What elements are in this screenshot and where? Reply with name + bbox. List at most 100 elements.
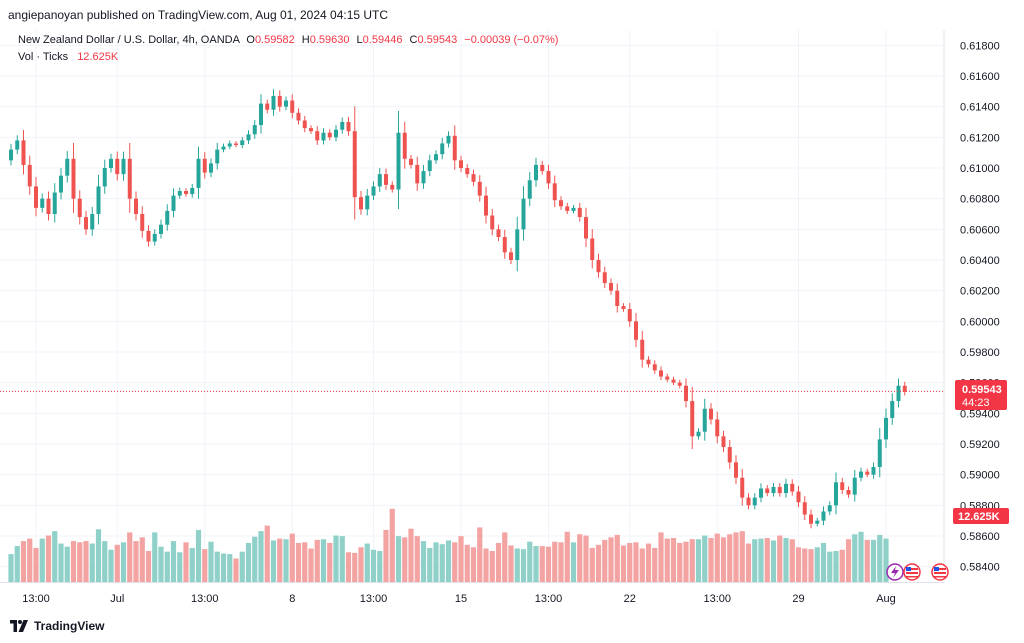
- candle-body: [759, 488, 763, 498]
- legend-volume-label: Vol · Ticks: [18, 51, 69, 63]
- candle-body: [146, 230, 151, 242]
- time-axis[interactable]: 13:00 Jul 13:00 8 13:00 15 13:00 22 13:00 29 Aug: [22, 593, 896, 605]
- volume-bar: [520, 549, 527, 582]
- volume-bar: [64, 546, 70, 582]
- us-flag-icon[interactable]: [903, 563, 921, 581]
- volume-bar: [158, 546, 164, 582]
- volume-bar: [789, 539, 795, 582]
- price-axis[interactable]: 0.61800 0.61600 0.61400 0.61200 0.61000 0.608…: [960, 40, 1000, 573]
- price-tick-label: 0.61400: [960, 102, 1000, 114]
- volume-bar: [14, 546, 20, 582]
- volume-bar: [514, 548, 520, 582]
- volume-bar: [833, 551, 839, 582]
- volume-bar: [339, 536, 345, 582]
- time-tick-label: 8: [289, 593, 295, 605]
- volume-bar: [714, 533, 720, 582]
- price-tag: 0.59543 44:23: [955, 380, 1007, 410]
- candle-body: [309, 128, 313, 132]
- price-tick-label: 0.59800: [960, 347, 1000, 359]
- volume-bar: [845, 539, 852, 582]
- volume-bar: [689, 539, 695, 582]
- candle-body: [221, 146, 226, 150]
- candle-body: [440, 143, 445, 155]
- candle-body: [102, 168, 107, 187]
- candle-body: [296, 112, 301, 121]
- candle-body: [559, 200, 563, 207]
- candle-body: [340, 122, 345, 130]
- volume-bar: [664, 538, 670, 582]
- candle-body: [771, 486, 776, 494]
- volume-bar: [627, 542, 633, 582]
- candle-body: [827, 505, 832, 512]
- volume-bar: [345, 552, 352, 582]
- volume-bar: [733, 532, 739, 582]
- lightning-event-icon[interactable]: [886, 563, 904, 581]
- volume-bar: [370, 549, 377, 582]
- candle-body: [377, 174, 382, 187]
- volume-bar: [570, 542, 577, 582]
- volume-bar: [333, 535, 339, 582]
- candle-body: [846, 490, 851, 495]
- candle-body: [140, 214, 145, 231]
- candle-body: [409, 158, 413, 165]
- volume-bar: [770, 540, 777, 582]
- volume-bar: [552, 541, 558, 582]
- volume-bar: [739, 531, 745, 582]
- candle-body: [502, 237, 507, 253]
- candle-body: [509, 252, 513, 260]
- price-tick-label: 0.58400: [960, 562, 1000, 574]
- candle-body: [865, 471, 870, 475]
- volume-bar: [852, 534, 858, 582]
- candle-body: [496, 229, 501, 237]
- volume-bar: [452, 542, 458, 582]
- volume-bar: [558, 542, 564, 582]
- candle-body: [371, 186, 376, 196]
- candle-body: [177, 191, 182, 196]
- candle-body: [46, 198, 51, 214]
- volume-bar: [495, 542, 502, 582]
- candle-body: [234, 143, 238, 145]
- price-tick-label: 0.59400: [960, 408, 1000, 420]
- candle-body: [702, 408, 707, 432]
- price-tick-label: 0.61800: [960, 40, 1000, 52]
- legend-low-value: 0.59446: [363, 34, 403, 46]
- candle-body: [446, 135, 451, 144]
- candle-body: [477, 181, 482, 196]
- price-tick-label: 0.58600: [960, 531, 1000, 543]
- volume-bar: [614, 534, 620, 582]
- candle-body: [815, 520, 820, 524]
- candle-body: [327, 132, 332, 138]
- footer-brand[interactable]: TradingView: [10, 619, 104, 633]
- volume-bar: [164, 551, 170, 582]
- volume-bar: [20, 541, 27, 582]
- volume-bar: [308, 548, 314, 582]
- volume-bar: [45, 535, 52, 582]
- volume-bar: [533, 546, 539, 582]
- volume-bar: [377, 551, 383, 582]
- volume-tag-value: 12.625K: [958, 511, 1000, 523]
- volume-bar: [489, 551, 495, 582]
- volume-bar: [133, 541, 139, 582]
- candle-body: [152, 233, 157, 242]
- candle-body: [615, 290, 620, 306]
- volume-bar: [283, 539, 289, 582]
- price-tick-label: 0.61600: [960, 71, 1000, 83]
- volume-bar: [820, 542, 827, 582]
- candle-body: [315, 131, 320, 141]
- us-flag-icon[interactable]: [931, 563, 949, 581]
- volume-bar: [58, 543, 64, 582]
- volume-bar: [189, 547, 195, 582]
- volume-bar: [458, 536, 464, 582]
- candle-body: [271, 95, 276, 110]
- candle-body: [465, 168, 470, 175]
- svg-text:New Zealand Dollar / U.S. Doll: New Zealand Dollar / U.S. Dollar, 4h, OA…: [18, 34, 558, 46]
- candle-body: [365, 195, 370, 210]
- event-icons[interactable]: [886, 563, 949, 581]
- candlestick-chart[interactable]: 0.61800 0.61600 0.61400 0.61200 0.61000 0.608…: [0, 30, 1024, 610]
- candle-body: [159, 224, 163, 234]
- candle-body: [546, 171, 551, 184]
- time-tick-label: 13:00: [191, 593, 219, 605]
- volume-bar: [620, 545, 627, 582]
- candle-body: [227, 143, 232, 147]
- volume-bar: [214, 551, 220, 582]
